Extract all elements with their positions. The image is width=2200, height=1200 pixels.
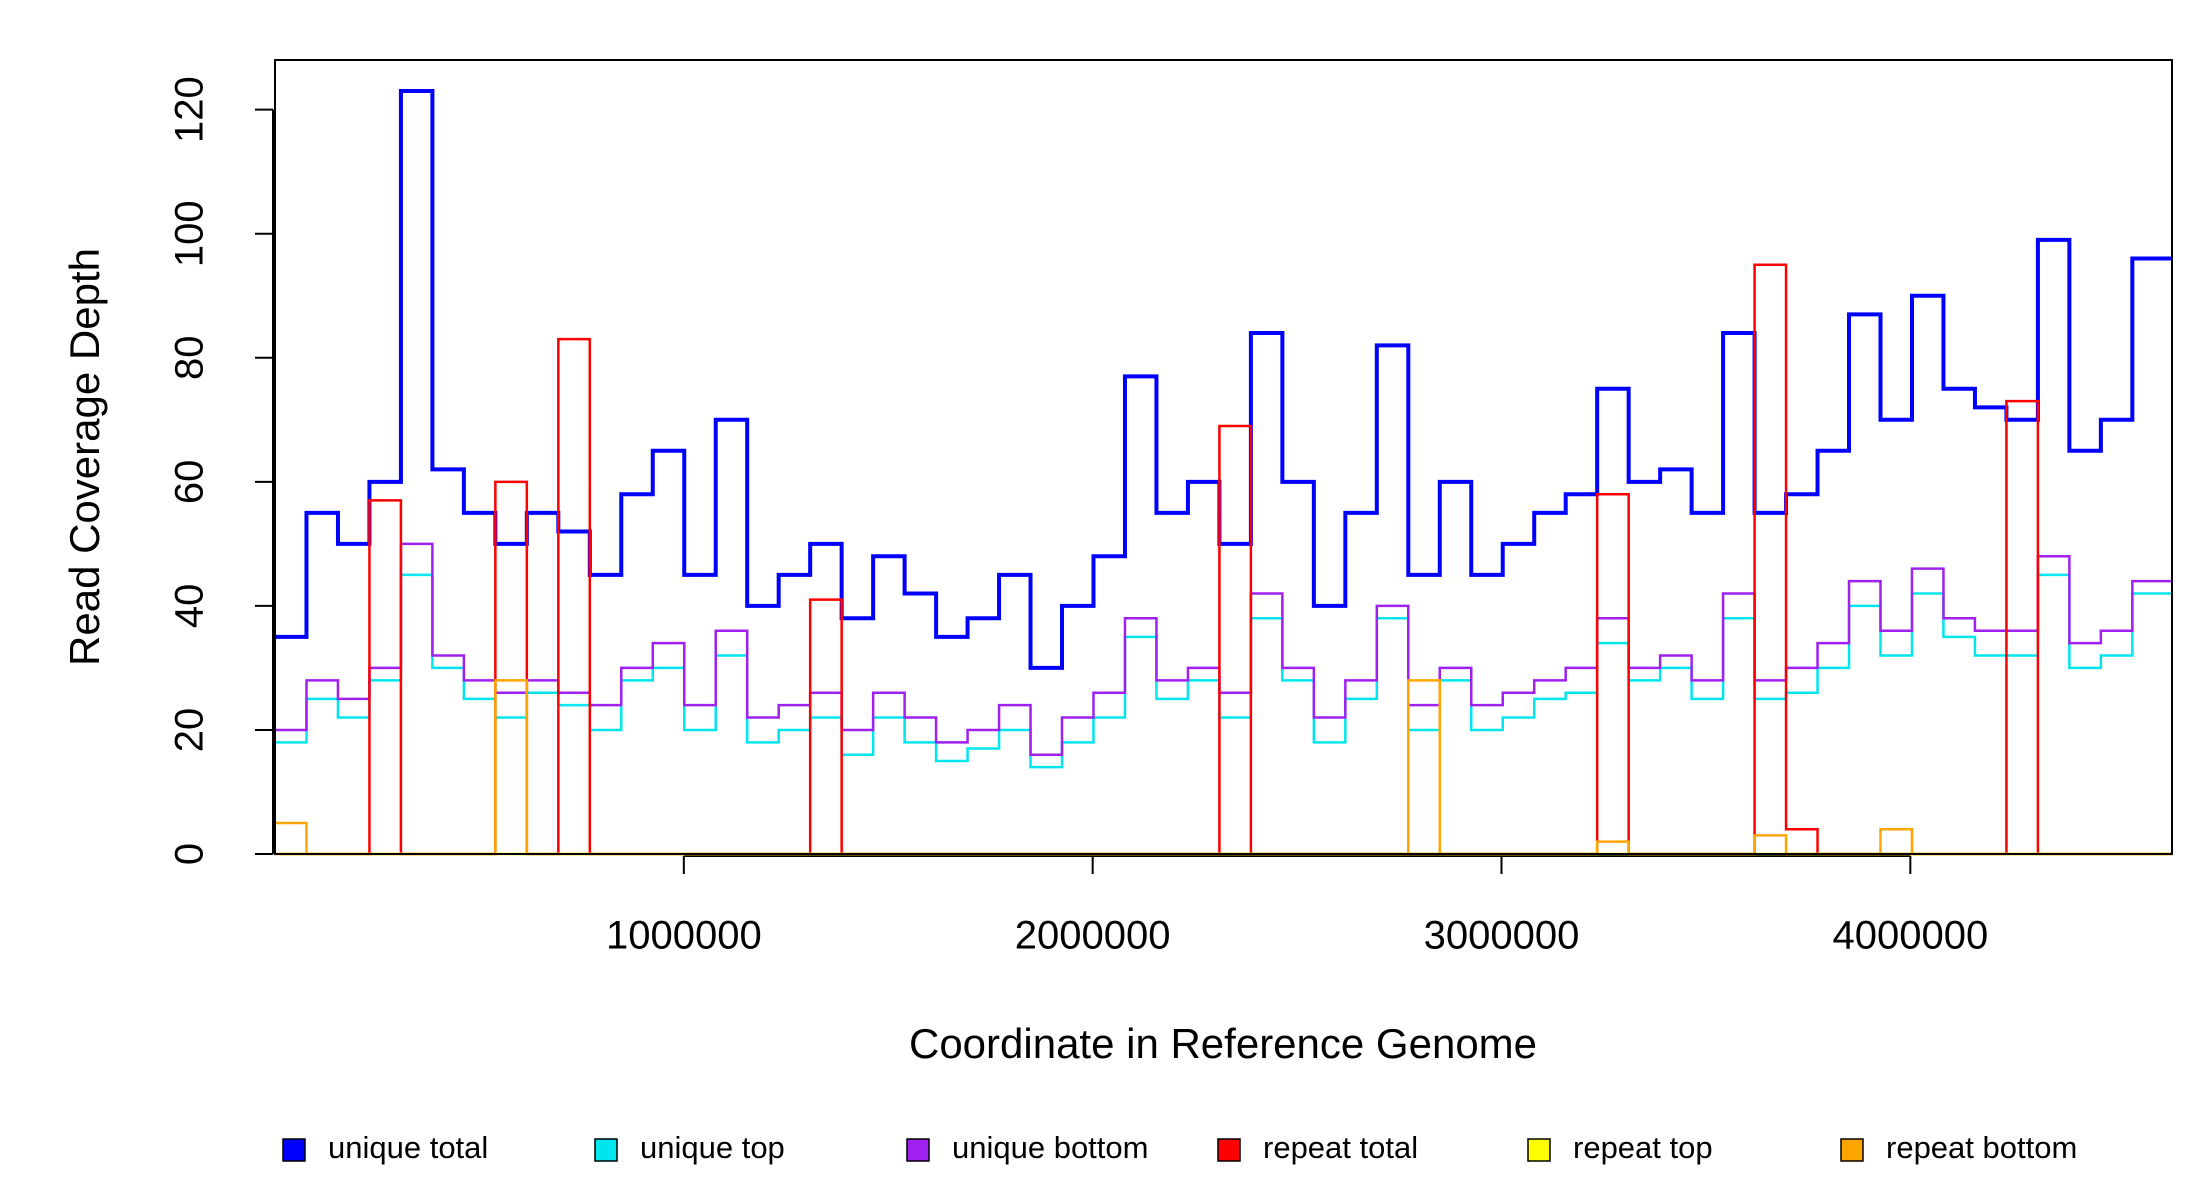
legend-swatch [1217,1138,1241,1162]
y-tick-label: 80 [168,336,212,381]
x-axis-label: Coordinate in Reference Genome [909,1020,1537,1067]
x-tick-label: 3000000 [1424,914,1580,958]
x-tick-label: 2000000 [1015,914,1171,958]
legend-swatch [1527,1138,1551,1162]
legend-swatch [906,1138,930,1162]
y-tick-label: 100 [168,200,212,267]
y-tick-label: 20 [168,708,212,753]
legend-label: unique bottom [952,1130,1148,1165]
y-tick-label: 40 [168,584,212,629]
x-tick-label: 4000000 [1832,914,1988,958]
legend-label: repeat bottom [1886,1130,2077,1165]
legend-label: unique top [640,1130,785,1165]
legend-swatch [594,1138,618,1162]
x-tick-label: 1000000 [606,914,762,958]
y-tick-label: 0 [168,843,212,865]
y-axis-label: Read Coverage Depth [61,248,108,666]
legend-swatch [1840,1138,1864,1162]
legend-label: repeat top [1573,1130,1713,1165]
y-tick-label: 60 [168,460,212,505]
legend-label: repeat total [1263,1130,1418,1165]
series-line [275,263,2172,856]
y-tick-label: 120 [168,76,212,143]
legend-label: unique total [328,1130,488,1165]
plot-frame [274,59,2173,855]
legend-swatch [282,1138,306,1162]
